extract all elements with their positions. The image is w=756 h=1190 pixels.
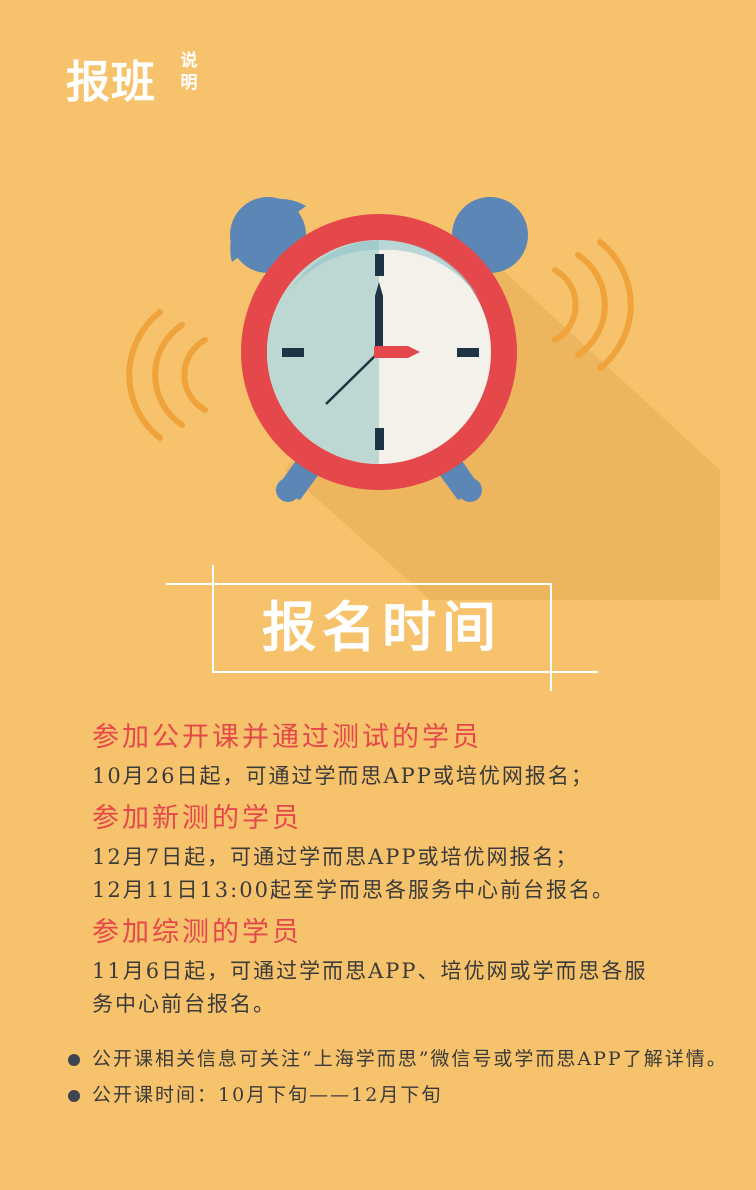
section-line: 10月26日起，可通过学而思APP或培优网报名； <box>92 764 594 788</box>
section-title: 参加公开课并通过测试的学员 <box>92 722 482 753</box>
registration-sections: 参加公开课并通过测试的学员 10月26日起，可通过学而思APP或培优网报名； 参… <box>92 716 712 1025</box>
banner-title: 报名时间 <box>262 596 502 659</box>
alarm-clock-icon <box>126 197 720 600</box>
section-open-class: 参加公开课并通过测试的学员 10月26日起，可通过学而思APP或培优网报名； <box>92 716 712 793</box>
section-comprehensive-test: 参加综测的学员 11月6日起，可通过学而思APP、培优网或学而思各服 务中心前台… <box>92 911 712 1021</box>
clock-shadow <box>285 240 720 600</box>
note-text: 公开课时间：10月下旬——12月下旬 <box>92 1084 443 1106</box>
section-line: 12月11日13:00起至学而思各服务中心前台报名。 <box>92 878 615 902</box>
left-sound-waves <box>126 309 208 441</box>
notes-list: 公开课相关信息可关注“上海学而思”微信号或学而思APP了解详情。 公开课时间：1… <box>68 1044 728 1116</box>
section-title: 参加新测的学员 <box>92 803 302 834</box>
right-sound-waves <box>552 239 634 371</box>
section-new-test: 参加新测的学员 12月7日起，可通过学而思APP或培优网报名； 12月11日13… <box>92 797 712 907</box>
bullet-icon <box>68 1090 80 1102</box>
section-line: 11月6日起，可通过学而思APP、培优网或学而思各服 <box>92 959 648 983</box>
second-hand <box>325 351 380 405</box>
note-item: 公开课时间：10月下旬——12月下旬 <box>68 1080 728 1110</box>
header-title: 报班 <box>66 57 156 108</box>
minute-hand <box>375 282 383 352</box>
note-item: 公开课相关信息可关注“上海学而思”微信号或学而思APP了解详情。 <box>68 1044 728 1074</box>
header-subtitle: 说明 <box>180 51 198 93</box>
section-line: 12月7日起，可通过学而思APP或培优网报名； <box>92 845 579 869</box>
note-text: 公开课相关信息可关注“上海学而思”微信号或学而思APP了解详情。 <box>92 1048 728 1070</box>
registration-time-banner: 报名时间 <box>166 565 598 691</box>
section-title: 参加综测的学员 <box>92 917 302 948</box>
bullet-icon <box>68 1054 80 1066</box>
section-line: 务中心前台报名。 <box>92 992 276 1016</box>
hour-hand <box>374 346 420 358</box>
hour-markers <box>282 254 479 450</box>
